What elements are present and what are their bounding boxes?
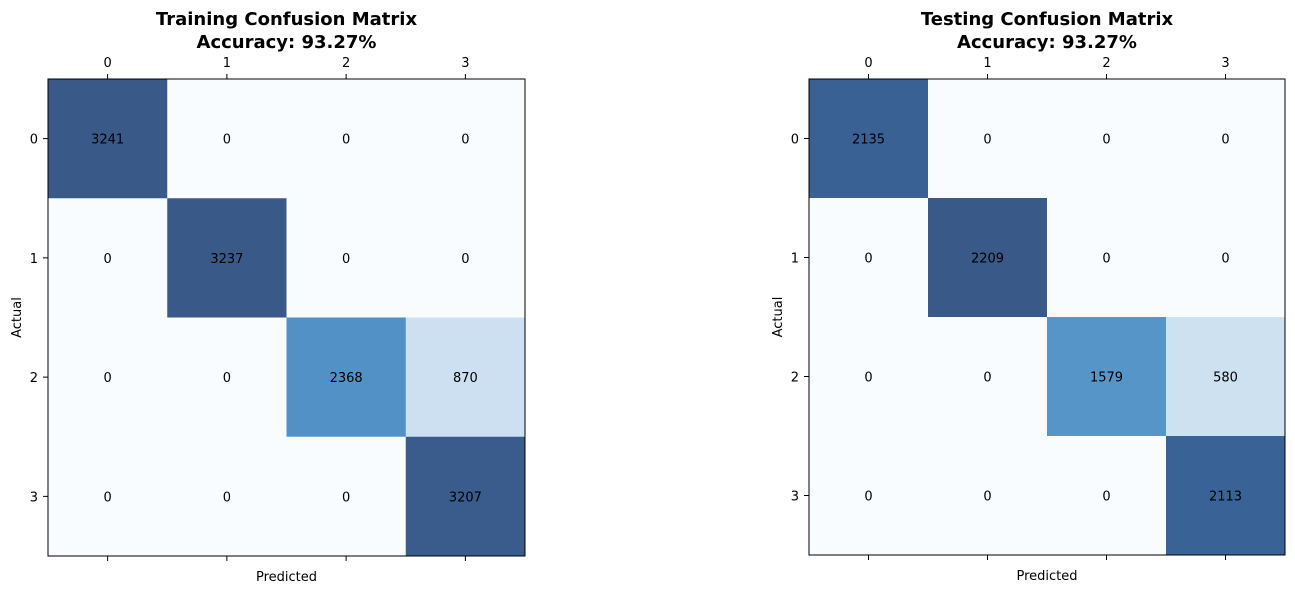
testing-title: Testing Confusion Matrix xyxy=(921,9,1174,30)
testing-cell-1-1 xyxy=(928,198,1048,318)
testing-cell-label-1-1: 2209 xyxy=(971,252,1004,267)
training-axes-frame xyxy=(47,78,526,557)
training-cell-label-1-3: 0 xyxy=(461,252,469,267)
testing-x-tick-label-2: 2 xyxy=(1102,56,1110,71)
testing-subtitle: Accuracy: 93.27% xyxy=(957,32,1137,53)
testing-cell-label-3-1: 0 xyxy=(983,490,991,505)
testing-cell-label-0-0: 2135 xyxy=(852,133,885,148)
training-cell-label-3-0: 0 xyxy=(103,490,111,505)
training-y-tick-label-3: 3 xyxy=(30,490,38,505)
testing-cell-label-0-2: 0 xyxy=(1102,133,1110,148)
training-cell-label-3-1: 0 xyxy=(223,490,231,505)
testing-axes-frame xyxy=(808,78,1286,556)
testing-y-tick-label-3: 3 xyxy=(791,490,799,505)
training-cell-label-3-2: 0 xyxy=(342,490,350,505)
testing-cell-label-1-2: 0 xyxy=(1102,252,1110,267)
training-cell-label-0-2: 0 xyxy=(342,133,350,148)
training-cell-3-1 xyxy=(167,436,287,557)
testing-cell-2-1 xyxy=(928,317,1048,437)
testing-xlabel: Predicted xyxy=(1016,569,1077,584)
testing-cell-label-3-0: 0 xyxy=(864,490,872,505)
testing-cell-1-2 xyxy=(1047,198,1167,318)
testing-cell-3-1 xyxy=(928,436,1048,556)
training-subtitle: Accuracy: 93.27% xyxy=(197,32,377,53)
training-cell-label-2-3: 870 xyxy=(453,371,478,386)
training-x-tick-label-2: 2 xyxy=(342,56,350,71)
training-cell-label-0-0: 3241 xyxy=(91,133,124,148)
training-cell-2-0 xyxy=(48,317,168,438)
training-cell-3-3 xyxy=(405,436,526,557)
testing-cell-label-1-3: 0 xyxy=(1221,252,1229,267)
testing-cell-3-2 xyxy=(1047,436,1167,556)
training-cell-1-3 xyxy=(405,198,526,318)
training-cell-1-2 xyxy=(286,198,407,318)
testing-ylabel: Actual xyxy=(771,297,786,338)
testing-cell-label-2-0: 0 xyxy=(864,371,872,386)
training-cell-label-1-2: 0 xyxy=(342,252,350,267)
training-xlabel: Predicted xyxy=(256,570,317,585)
testing-cell-label-2-2: 1579 xyxy=(1090,371,1123,386)
training-cell-2-2 xyxy=(286,317,407,438)
training-cell-0-0 xyxy=(48,79,168,199)
testing-cell-label-2-1: 0 xyxy=(983,371,991,386)
testing-y-tick-label-0: 0 xyxy=(791,133,799,148)
training-cell-0-3 xyxy=(405,79,526,199)
testing-x-tick-label-0: 0 xyxy=(864,56,872,71)
training-x-tick-label-3: 3 xyxy=(461,56,469,71)
testing-cell-0-3 xyxy=(1166,79,1286,199)
testing-confusion-matrix: 2135 0 0 0 0 2209 0 0 0 0 1579 580 0 0 0 2113 0 1 2 3 0 1 2 3 Te… xyxy=(771,9,1286,584)
training-y-tick-label-0: 0 xyxy=(30,133,38,148)
training-cell-2-3 xyxy=(405,317,526,438)
testing-cell-2-3 xyxy=(1166,317,1286,437)
testing-cell-0-2 xyxy=(1047,79,1167,199)
training-cell-label-0-3: 0 xyxy=(461,133,469,148)
testing-cell-3-0 xyxy=(809,436,929,556)
training-ylabel: Actual xyxy=(10,297,25,338)
training-cell-label-2-0: 0 xyxy=(103,371,111,386)
training-cell-2-1 xyxy=(167,317,287,438)
testing-cell-0-1 xyxy=(928,79,1048,199)
training-confusion-matrix: 3241 0 0 0 0 3237 0 0 0 0 2368 870 0 0 0 3207 0 1 2 3 0 1 2 3 Tr… xyxy=(10,9,526,585)
testing-cell-label-0-3: 0 xyxy=(1221,133,1229,148)
training-y-tick-label-1: 1 xyxy=(30,252,38,267)
testing-cell-0-0 xyxy=(809,79,929,199)
training-cell-0-1 xyxy=(167,79,287,199)
training-y-tick-label-2: 2 xyxy=(30,371,38,386)
training-cell-3-2 xyxy=(286,436,407,557)
training-cell-label-2-1: 0 xyxy=(223,371,231,386)
testing-y-tick-label-1: 1 xyxy=(791,252,799,267)
testing-cell-2-0 xyxy=(809,317,929,437)
training-x-tick-label-1: 1 xyxy=(223,56,231,71)
testing-cell-label-1-0: 0 xyxy=(864,252,872,267)
training-cell-1-1 xyxy=(167,198,287,318)
training-cell-label-1-0: 0 xyxy=(103,252,111,267)
training-cell-label-1-1: 3237 xyxy=(210,252,243,267)
training-cell-0-2 xyxy=(286,79,407,199)
testing-cell-1-0 xyxy=(809,198,929,318)
training-title: Training Confusion Matrix xyxy=(156,9,418,30)
testing-cell-1-3 xyxy=(1166,198,1286,318)
testing-cell-label-3-2: 0 xyxy=(1102,490,1110,505)
training-cell-label-0-1: 0 xyxy=(223,133,231,148)
testing-x-tick-label-3: 3 xyxy=(1221,56,1229,71)
testing-cell-label-2-3: 580 xyxy=(1213,371,1238,386)
testing-y-tick-label-2: 2 xyxy=(791,371,799,386)
training-cell-3-0 xyxy=(48,436,168,557)
training-x-tick-label-0: 0 xyxy=(103,56,111,71)
testing-cell-label-0-1: 0 xyxy=(983,133,991,148)
testing-cell-2-2 xyxy=(1047,317,1167,437)
training-cell-label-3-3: 3207 xyxy=(449,490,482,505)
testing-x-tick-label-1: 1 xyxy=(983,56,991,71)
testing-cell-label-3-3: 2113 xyxy=(1209,490,1242,505)
testing-cell-3-3 xyxy=(1166,436,1286,556)
training-cell-1-0 xyxy=(48,198,168,318)
training-cell-label-2-2: 2368 xyxy=(330,371,363,386)
